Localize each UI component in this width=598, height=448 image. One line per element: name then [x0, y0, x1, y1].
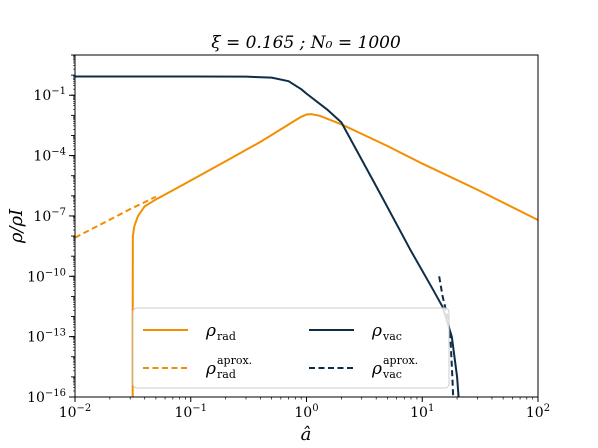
- legend-subscript-vac: vac: [382, 330, 402, 343]
- legend-label-vac: ρ: [371, 321, 382, 341]
- y-tick-label: 10−10: [27, 267, 66, 285]
- x-axis-label: â: [301, 424, 312, 445]
- legend-superscript-vac_approx: aprox.: [383, 354, 418, 367]
- y-tick-label: 10−4: [33, 147, 66, 165]
- series-line-rad_approx: [74, 195, 157, 239]
- x-tick-label: 10−1: [174, 403, 207, 421]
- x-tick-label: 10−2: [59, 403, 92, 421]
- chart-title: ξ = 0.165 ; N₀ = 1000: [211, 33, 401, 53]
- y-tick-label: 10−1: [33, 86, 66, 104]
- x-tick-label: 100: [294, 403, 318, 421]
- legend-subscript-rad_approx: rad: [217, 368, 236, 381]
- x-tick-label: 101: [410, 403, 434, 421]
- legend-superscript-rad_approx: aprox.: [217, 354, 252, 367]
- series-line-rad: [131, 113, 539, 398]
- x-tick-label: 102: [526, 403, 550, 421]
- legend-label-vac_approx: ρ: [371, 359, 382, 379]
- axis-ticks: 10−2 10−1 100 101 102 10−1 10−4 10−7 10−10 10−13 1…: [27, 54, 550, 421]
- y-axis-label: ρ/ρI: [6, 208, 27, 244]
- y-tick-label: 10−7: [33, 207, 66, 225]
- legend-label-rad_approx: ρ: [205, 359, 216, 379]
- y-tick-label: 10−13: [27, 328, 66, 346]
- legend-subscript-vac_approx: vac: [382, 368, 402, 381]
- legend-label-rad: ρ: [205, 321, 216, 341]
- legend-subscript-rad: rad: [217, 330, 236, 343]
- y-tick-label: 10−16: [27, 388, 66, 406]
- legend-box: [132, 307, 450, 389]
